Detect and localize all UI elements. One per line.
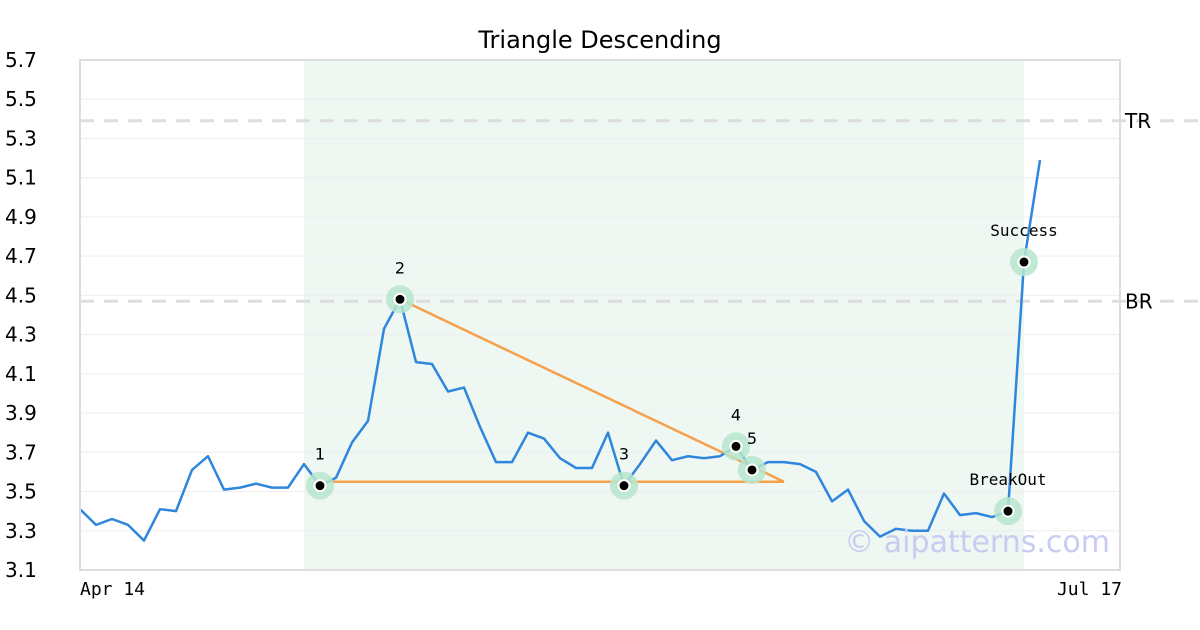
y-tick-label: 4.1 <box>5 362 37 386</box>
point-label-2: 2 <box>395 258 405 277</box>
y-tick-label: 4.3 <box>5 323 37 347</box>
point-label-5: 5 <box>747 429 757 448</box>
y-tick-label: 5.5 <box>5 87 37 111</box>
plot-frame <box>79 59 1121 571</box>
level-label-tr: TR <box>1124 109 1151 133</box>
point-marker-success <box>1017 255 1031 269</box>
point-marker-4 <box>729 439 743 453</box>
y-tick-label: 3.7 <box>5 440 37 464</box>
point-marker-2 <box>393 292 407 306</box>
point-marker-1 <box>313 479 327 493</box>
x-tick-label: Jul 17 <box>1057 579 1122 600</box>
y-tick-label: 5.7 <box>5 48 37 72</box>
y-tick-label: 5.1 <box>5 166 37 190</box>
y-tick-label: 5.3 <box>5 126 37 150</box>
level-label-br: BR <box>1125 289 1153 313</box>
pattern-region <box>304 60 1024 570</box>
y-tick-label: 3.9 <box>5 401 37 425</box>
watermark: © aipatterns.com <box>844 525 1110 560</box>
point-label-4: 4 <box>731 405 741 424</box>
trendline <box>399 298 785 483</box>
price-line <box>79 159 1042 542</box>
point-marker-breakout <box>1001 504 1015 518</box>
y-tick-label: 4.7 <box>5 244 37 268</box>
y-tick-label: 3.1 <box>5 558 37 582</box>
point-marker-5 <box>745 463 759 477</box>
y-tick-label: 4.9 <box>5 205 37 229</box>
point-label-breakout: BreakOut <box>969 470 1046 489</box>
point-label-3: 3 <box>619 445 629 464</box>
y-tick-label: 3.3 <box>5 519 37 543</box>
y-tick-label: 3.5 <box>5 480 37 504</box>
point-label-success: Success <box>990 221 1057 240</box>
y-tick-label: 4.5 <box>5 283 37 307</box>
point-marker-3 <box>617 479 631 493</box>
point-label-1: 1 <box>315 445 325 464</box>
chart-title: Triangle Descending <box>477 26 721 54</box>
x-tick-label: Apr 14 <box>80 579 145 600</box>
